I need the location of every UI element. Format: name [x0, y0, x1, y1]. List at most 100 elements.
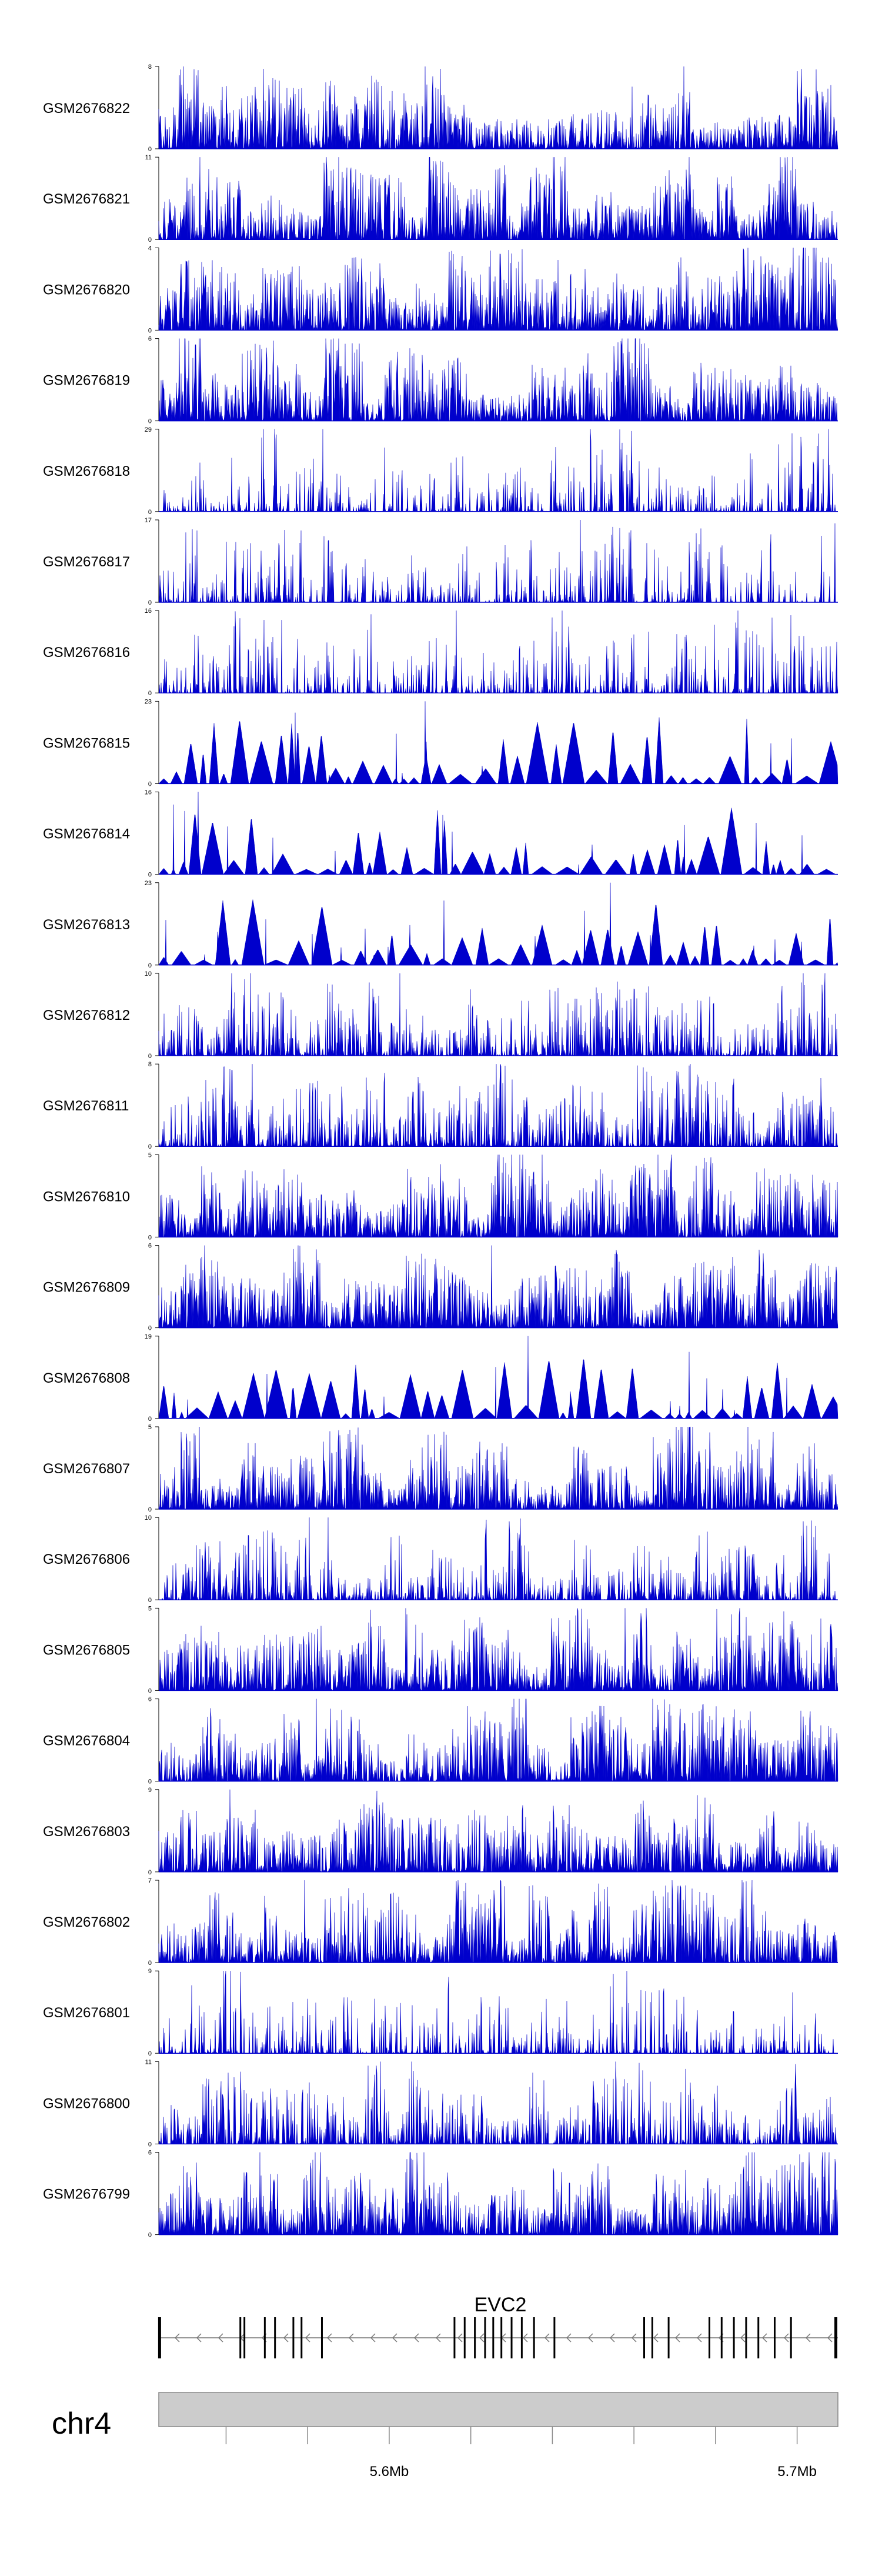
coverage-area: [158, 156, 838, 241]
strand-arrow: [566, 2333, 572, 2343]
ymin-label: 0: [148, 1325, 152, 1332]
track-GSM2676816: GSM2676816 16 0: [43, 608, 838, 697]
exon: [667, 2317, 670, 2358]
ymin-label: 0: [148, 1778, 152, 1786]
exon: [492, 2317, 495, 2358]
ymin-label: 0: [148, 1960, 152, 1967]
coverage-area: [158, 66, 838, 149]
exon: [790, 2317, 792, 2358]
strand-arrow: [805, 2333, 811, 2343]
strand-arrow: [348, 2333, 354, 2343]
strand-arrow: [544, 2333, 550, 2343]
ymax-label: 5: [148, 1424, 152, 1431]
track-label: GSM2676803: [43, 1824, 130, 1840]
strand-arrow: [174, 2333, 180, 2343]
coverage-area: [158, 1608, 838, 1691]
strand-arrow: [761, 2333, 767, 2343]
track-label: GSM2676806: [43, 1551, 130, 1567]
gene-name-label: EVC2: [475, 2294, 527, 2316]
ymax-label: 5: [148, 1605, 152, 1612]
exon: [300, 2317, 303, 2358]
exon: [274, 2317, 276, 2358]
strand-arrow: [370, 2333, 376, 2343]
ymax-label: 9: [148, 1787, 152, 1794]
coverage-area: [158, 1154, 838, 1238]
exon: [708, 2317, 710, 2358]
exon: [720, 2317, 723, 2358]
track-label: GSM2676814: [43, 826, 130, 842]
ymax-label: 10: [145, 970, 152, 977]
ymax-label: 8: [148, 1061, 152, 1068]
track-label: GSM2676805: [43, 1642, 130, 1658]
track-label: GSM2676804: [43, 1733, 130, 1749]
coverage-area: [158, 2152, 838, 2235]
track-label: GSM2676818: [43, 463, 130, 479]
exon: [320, 2317, 323, 2358]
track-label: GSM2676809: [43, 1280, 130, 1296]
ymin-label: 0: [148, 1416, 152, 1423]
track-GSM2676800: GSM2676800 11 0: [43, 2058, 838, 2148]
coverage-area: [158, 1789, 838, 1873]
exon: [643, 2317, 645, 2358]
ymax-label: 6: [148, 1243, 152, 1250]
track-GSM2676821: GSM2676821 11 0: [43, 154, 838, 243]
coverage-area: [158, 2061, 838, 2145]
track-label: GSM2676822: [43, 101, 130, 116]
strand-arrow: [653, 2333, 659, 2343]
coverage-area: [158, 1699, 838, 1782]
ymin-label: 0: [148, 1143, 152, 1150]
coverage-area: [158, 1426, 838, 1510]
ymax-label: 6: [148, 1696, 152, 1703]
track-label: GSM2676813: [43, 917, 130, 933]
track-GSM2676799: GSM2676799 6 0: [43, 2150, 838, 2239]
exon: [733, 2317, 735, 2358]
exon: [292, 2317, 295, 2358]
track-GSM2676802: GSM2676802 7 0: [43, 1877, 838, 1967]
chromosome-ideogram: chr4 5.6Mb 5.7Mb: [52, 2392, 838, 2480]
strand-arrow: [283, 2333, 289, 2343]
strand-arrow: [522, 2333, 528, 2343]
track-GSM2676806: GSM2676806 10 0: [43, 1514, 838, 1604]
track-GSM2676810: GSM2676810 5 0: [43, 1152, 838, 1241]
track-GSM2676819: GSM2676819 6 0: [43, 336, 838, 425]
strand-arrow: [326, 2333, 332, 2343]
track-label: GSM2676817: [43, 554, 130, 570]
track-GSM2676805: GSM2676805 5 0: [43, 1605, 838, 1694]
coverage-area: [158, 1880, 838, 1963]
ymin-label: 0: [148, 2141, 152, 2148]
axis-tick-label: 5.7Mb: [777, 2464, 817, 2480]
track-GSM2676807: GSM2676807 5 0: [43, 1424, 838, 1513]
track-GSM2676813: GSM2676813 23 0: [43, 880, 838, 969]
coverage-area: [158, 973, 838, 1056]
ymin-label: 0: [148, 327, 152, 334]
track-GSM2676808: GSM2676808 19 0: [43, 1333, 838, 1423]
ymin-label: 0: [148, 1869, 152, 1876]
ymin-label: 0: [148, 599, 152, 606]
track-label: GSM2676808: [43, 1370, 130, 1386]
track-label: GSM2676819: [43, 373, 130, 389]
track-GSM2676820: GSM2676820 4 0: [43, 245, 838, 334]
track-label: GSM2676802: [43, 1914, 130, 1930]
ymax-label: 29: [145, 426, 152, 433]
strand-arrow: [305, 2333, 310, 2343]
chromosome-label: chr4: [52, 2407, 111, 2441]
coverage-area: [159, 429, 838, 512]
exon: [474, 2317, 476, 2358]
ymax-label: 6: [148, 336, 152, 343]
ymax-label: 5: [148, 1152, 152, 1159]
track-label: GSM2676815: [43, 735, 130, 751]
track-label: GSM2676811: [43, 1098, 129, 1114]
coverage-area: [158, 792, 838, 875]
strand-arrow: [674, 2333, 680, 2343]
coverage-area: [158, 338, 838, 422]
exon: [745, 2317, 747, 2358]
strand-arrow: [457, 2333, 463, 2343]
track-GSM2676811: GSM2676811 8 0: [43, 1061, 838, 1150]
exon: [263, 2317, 266, 2358]
track-GSM2676822: GSM2676822 8 0: [43, 64, 838, 153]
track-GSM2676812: GSM2676812 10 0: [43, 970, 838, 1060]
coverage-area: [158, 882, 838, 966]
exon: [158, 2317, 161, 2358]
track-GSM2676809: GSM2676809 6 0: [43, 1243, 838, 1332]
